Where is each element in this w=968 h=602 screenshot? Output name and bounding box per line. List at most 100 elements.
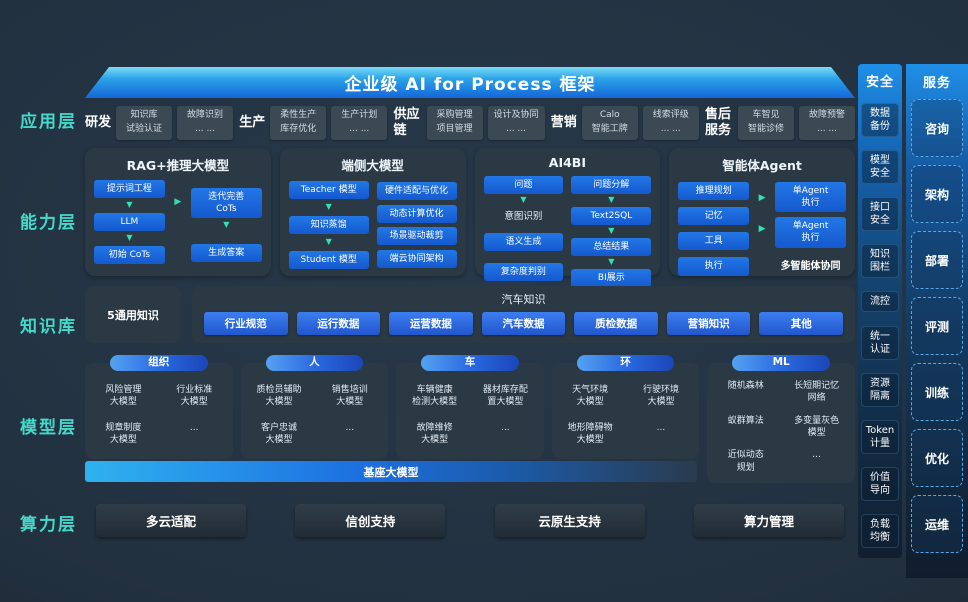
security-item: 知识 围栏 (861, 244, 899, 279)
flow-box: LLM (94, 213, 165, 232)
security-item: 负载 均衡 (861, 513, 899, 548)
layer-label-model: 模型层 (20, 418, 77, 438)
service-item: 运维 (911, 495, 963, 553)
app-chip: 车智见 智能诊修 (738, 106, 794, 140)
compute-box: 信创支持 (295, 504, 446, 537)
compute-box: 多云适配 (96, 504, 246, 537)
flow-box: 复杂度判别 (483, 263, 564, 282)
app-chip: 故障预警 ... ... (799, 106, 855, 140)
app-group-label: 营销 (550, 114, 577, 130)
app-chip: 设计及协同 ... ... (487, 106, 545, 140)
arrow-down-icon: ▼ (325, 237, 332, 247)
model-item: 行驶环境 大模型 (642, 384, 679, 407)
service-item: 咨询 (911, 99, 963, 157)
security-title: 安全 (865, 75, 894, 90)
model-item: 近似动态 规划 (727, 450, 764, 473)
security-item: 流控 (861, 291, 899, 313)
panel-rag: RAG+推理大模型 提示词工程 ▼ LLM ▼ 初始 CoTs ▶ 迭代完善 C… (85, 148, 271, 276)
model-item: 天气环境 大模型 (572, 384, 609, 407)
model-group-environment: 环 天气环境 大模型 行驶环境 大模型 地形障碍物 大模型 ... (551, 355, 700, 459)
model-group-org: 组织 风险管理 大模型 行业标准 大模型 规章制度 大模型 ... (85, 355, 233, 459)
model-item: ... (345, 422, 355, 433)
panel-agent: 智能体Agent 推理规划 记忆 工具 执行 ▶ ▶ 单Agent 执行 单Ag… (669, 148, 855, 276)
flow-box: 语义生成 (483, 233, 564, 252)
app-chip: 故障识别 ... ... (177, 106, 234, 140)
model-group-ml: ML 随机森林 长短期记忆 网络 蚁群算法 多变量灰色 模型 近似动态 规划 .… (707, 355, 855, 483)
model-item: 风险管理 大模型 (105, 384, 142, 407)
panel-title: 智能体Agent (722, 158, 802, 173)
arrow-right-icon: ▶ (758, 224, 766, 234)
app-group-rnd: 研发 知识库 试验认证 故障识别 ... ... (85, 106, 234, 140)
app-group-label: 生产 (239, 114, 266, 130)
panel-ai4bi: AI4BI 问题 ▼ 意图识别 语义生成 复杂度判别 问题分解 ▼ Text2S… (474, 148, 661, 288)
app-group-production: 生产 柔性生产 库存优化 生产计划 ... ... (239, 106, 388, 140)
model-item: 器材库存配 置大模型 (482, 384, 528, 407)
model-group-pill: 车 (421, 355, 519, 371)
model-item: 规章制度 大模型 (105, 422, 142, 446)
model-item: 蚁群算法 (727, 415, 764, 426)
layer-label-app: 应用层 (20, 112, 77, 132)
flow-box: Teacher 模型 (288, 180, 369, 199)
auto-knowledge-panel: 汽车知识 行业规范 运行数据 运营数据 汽车数据 质检数据 营销知识 其他 (192, 286, 855, 343)
arrow-right-icon: ▶ (758, 193, 766, 203)
app-chip: 知识库 试验认证 (116, 106, 173, 140)
service-item: 评测 (911, 297, 963, 355)
model-item: 随机森林 (727, 381, 764, 392)
security-item: Token 计量 (861, 419, 899, 454)
arrow-right-icon: ▶ (174, 197, 182, 207)
model-item: 故障维修 大模型 (416, 422, 453, 446)
knowledge-layer-row: 5通用知识 汽车知识 行业规范 运行数据 运营数据 汽车数据 质检数据 营销知识… (85, 286, 855, 343)
flow-text: 意图识别 (504, 211, 543, 223)
list-box: 端云协同架构 (376, 249, 457, 268)
base-model-bar: 基座大模型 (85, 461, 697, 482)
flow-box: 初始 CoTs (94, 246, 165, 265)
multi-agent-caption: 多智能体协同 (780, 260, 841, 272)
app-chip: 生产计划 ... ... (331, 106, 388, 140)
security-item: 资源 隔离 (861, 372, 899, 407)
model-item: ... (501, 422, 510, 433)
app-group-supply-chain: 供应链 采购管理 项目管理 设计及协同 ... ... (394, 106, 545, 140)
layer-label-compute: 算力层 (20, 515, 77, 535)
app-chip: 线索评级 ... ... (642, 106, 699, 140)
knowledge-pill: 行业规范 (204, 312, 288, 335)
list-box: 场景驱动裁剪 (376, 227, 457, 246)
agent-module-box: 执行 (678, 257, 750, 276)
app-group-aftersales: 售后服务 车智见 智能诊修 故障预警 ... ... (705, 106, 855, 140)
flow-box: 生成答案 (190, 243, 262, 262)
agent-module-box: 工具 (678, 232, 750, 251)
arrow-down-icon: ▼ (126, 233, 133, 243)
flow-box: 问题 (483, 176, 564, 195)
flow-box: 迭代完善 CoTs (190, 188, 262, 219)
flow-box: 知识蒸馏 (288, 215, 369, 235)
layer-label-capability: 能力层 (20, 213, 77, 233)
page-title: 企业级 AI for Process 框架 (344, 75, 596, 95)
arrow-down-icon: ▼ (126, 200, 133, 210)
compute-box: 云原生支持 (494, 504, 645, 537)
list-box: 动态计算优化 (376, 204, 457, 223)
app-group-label: 供应链 (393, 106, 420, 138)
model-item: 车辆健康 检测大模型 (412, 384, 458, 407)
flow-box: BI展示 (571, 269, 652, 288)
model-item: 销售培训 大模型 (331, 384, 368, 407)
model-group-pill: 人 (265, 355, 364, 371)
flow-box: 总结结果 (571, 238, 652, 257)
model-layer-row: 组织 风险管理 大模型 行业标准 大模型 规章制度 大模型 ... 人 质检员辅… (85, 355, 855, 483)
app-group-label: 售后服务 (705, 106, 732, 138)
service-column: 服务 咨询 架构 部署 评测 训练 优化 运维 (906, 64, 968, 578)
arrow-down-icon: ▼ (608, 195, 615, 205)
knowledge-pill: 运营数据 (389, 312, 473, 335)
model-item: 地形障碍物 大模型 (567, 422, 613, 446)
general-knowledge-box: 5通用知识 (85, 286, 181, 343)
model-item: ... (189, 422, 199, 433)
application-layer-row: 研发 知识库 试验认证 故障识别 ... ... 生产 柔性生产 库存优化 生产… (85, 100, 855, 146)
panel-title: AI4BI (548, 155, 586, 170)
security-item: 模型 安全 (861, 150, 899, 185)
model-group-people: 人 质检员辅助 大模型 销售培训 大模型 客户忠诚 大模型 ... (240, 355, 389, 459)
compute-box: 算力管理 (693, 504, 844, 537)
model-item: ... (656, 422, 666, 433)
title-banner: 企业级 AI for Process 框架 (85, 67, 855, 98)
model-group-pill: ML (732, 355, 830, 371)
security-column: 安全 数据 备份 模型 安全 接口 安全 知识 围栏 流控 统一 认证 资源 隔… (858, 64, 902, 558)
flow-box: 问题分解 (571, 176, 652, 195)
